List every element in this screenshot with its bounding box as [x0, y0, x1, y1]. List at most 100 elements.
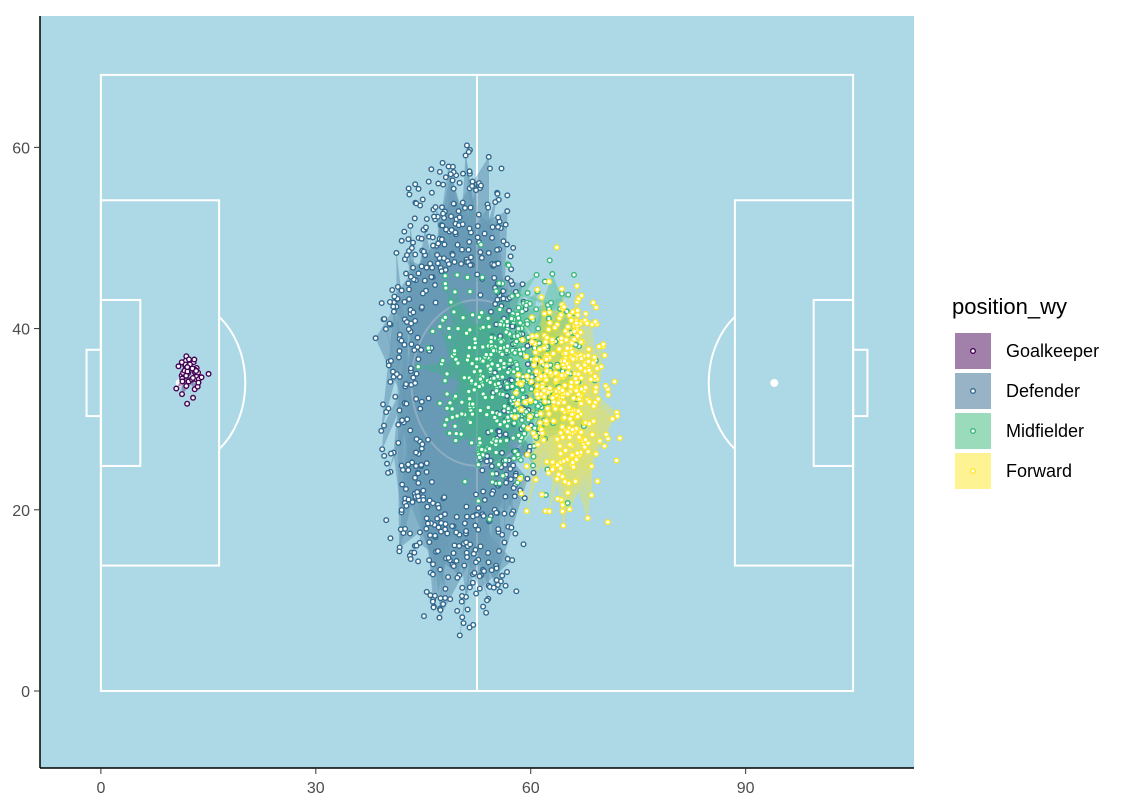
point-defender — [472, 522, 479, 529]
point-forward — [532, 349, 539, 356]
point-forward — [518, 490, 525, 497]
point-defender — [432, 299, 439, 306]
point-defender — [414, 334, 421, 341]
point-midfielder — [523, 302, 530, 309]
point-forward — [587, 376, 594, 383]
point-midfielder — [487, 351, 494, 358]
point-midfielder — [514, 451, 521, 458]
point-defender — [440, 181, 447, 188]
point-defender — [378, 427, 385, 434]
point-midfielder — [450, 308, 457, 315]
point-forward — [575, 408, 582, 415]
point-forward — [584, 515, 591, 522]
point-defender — [389, 286, 396, 293]
point-defender — [404, 416, 411, 423]
point-defender — [426, 539, 433, 546]
point-defender — [494, 190, 501, 197]
point-midfielder — [510, 368, 517, 375]
point-forward — [596, 437, 603, 444]
point-defender — [504, 208, 511, 215]
point-midfielder — [476, 383, 483, 390]
point-midfielder — [521, 430, 528, 437]
point-defender — [511, 493, 518, 500]
point-midfielder — [477, 376, 484, 383]
point-defender — [413, 462, 420, 469]
point-forward — [541, 387, 548, 394]
point-midfielder — [442, 377, 449, 384]
point-forward — [559, 434, 566, 441]
point-goalkeeper — [179, 378, 186, 385]
point-defender — [476, 585, 483, 592]
y-tick-label: 20 — [12, 503, 30, 520]
point-defender — [398, 287, 405, 294]
point-midfielder — [504, 343, 511, 350]
point-defender — [383, 409, 390, 416]
point-defender — [475, 211, 482, 218]
point-forward — [569, 459, 576, 466]
point-goalkeeper — [205, 370, 212, 377]
point-defender — [493, 577, 500, 584]
legend-label-forward: Forward — [1006, 461, 1072, 481]
point-defender — [437, 566, 444, 573]
point-forward — [591, 354, 598, 361]
point-defender — [387, 535, 394, 542]
point-midfielder — [565, 291, 572, 298]
hull-triangle-defender — [466, 216, 511, 388]
point-forward — [601, 352, 608, 359]
hull-triangle-defender — [419, 174, 460, 576]
point-forward — [549, 394, 556, 401]
point-forward — [562, 328, 569, 335]
point-defender — [494, 581, 501, 588]
point-defender — [486, 165, 493, 172]
point-defender — [394, 283, 401, 290]
point-defender — [423, 460, 430, 467]
point-forward — [572, 478, 579, 485]
point-defender — [450, 563, 457, 570]
hull-triangle-defender — [381, 225, 479, 450]
point-midfielder — [483, 351, 490, 358]
point-defender — [423, 515, 430, 522]
point-defender — [391, 293, 398, 300]
point-defender — [513, 588, 520, 595]
point-defender — [418, 461, 425, 468]
point-defender — [466, 584, 473, 591]
point-midfielder — [415, 363, 422, 370]
point-defender — [430, 604, 437, 611]
point-forward — [576, 434, 583, 441]
point-midfielder — [468, 439, 475, 446]
point-defender — [524, 361, 531, 368]
point-defender — [500, 295, 507, 302]
point-defender — [489, 490, 496, 497]
point-goalkeeper — [175, 363, 182, 370]
point-defender — [467, 204, 474, 211]
point-defender — [475, 526, 482, 533]
point-defender — [477, 249, 484, 256]
point-forward — [546, 309, 553, 316]
point-defender — [384, 460, 391, 467]
point-defender — [434, 260, 441, 267]
point-midfielder — [491, 414, 498, 421]
point-defender — [478, 254, 485, 261]
point-defender — [480, 488, 487, 495]
point-forward — [581, 362, 588, 369]
point-midfielder — [513, 361, 520, 368]
point-defender — [459, 221, 466, 228]
point-defender — [449, 523, 456, 530]
point-defender — [449, 251, 456, 258]
point-forward — [585, 448, 592, 455]
point-forward — [586, 367, 593, 374]
point-forward — [546, 319, 553, 326]
point-defender — [417, 405, 424, 412]
point-defender — [438, 528, 445, 535]
point-defender — [407, 555, 414, 562]
point-defender — [499, 572, 506, 579]
point-defender — [419, 441, 426, 448]
point-defender — [410, 374, 417, 381]
point-defender — [512, 530, 519, 537]
point-defender — [473, 590, 480, 597]
point-midfielder — [471, 386, 478, 393]
point-midfielder — [499, 391, 506, 398]
point-defender — [415, 558, 422, 565]
point-defender — [447, 596, 454, 603]
point-defender — [445, 574, 452, 581]
